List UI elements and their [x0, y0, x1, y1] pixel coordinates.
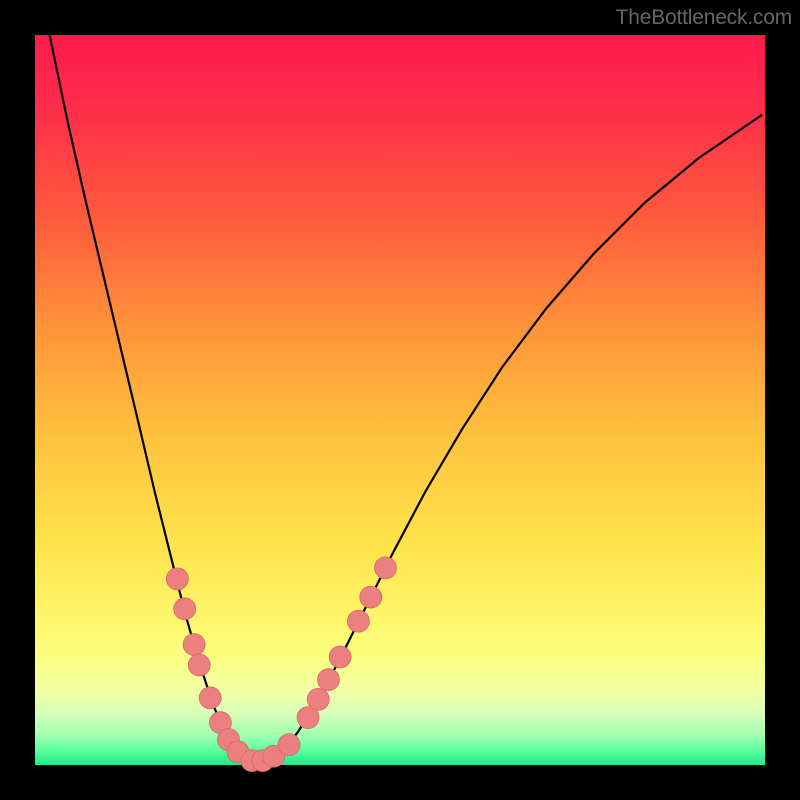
data-marker: [317, 669, 339, 691]
data-marker: [199, 687, 221, 709]
data-marker: [174, 598, 196, 620]
data-marker: [278, 734, 300, 756]
watermark-label: TheBottleneck.com: [616, 6, 792, 30]
data-marker: [183, 634, 205, 656]
data-marker: [307, 688, 329, 710]
data-marker: [188, 654, 210, 676]
chart-svg: [0, 0, 800, 800]
plot-background: [35, 35, 765, 765]
data-marker: [374, 557, 396, 579]
data-marker: [360, 586, 382, 608]
data-marker: [329, 646, 351, 668]
data-marker: [166, 568, 188, 590]
data-marker: [347, 610, 369, 632]
chart-container: TheBottleneck.com: [0, 0, 800, 800]
